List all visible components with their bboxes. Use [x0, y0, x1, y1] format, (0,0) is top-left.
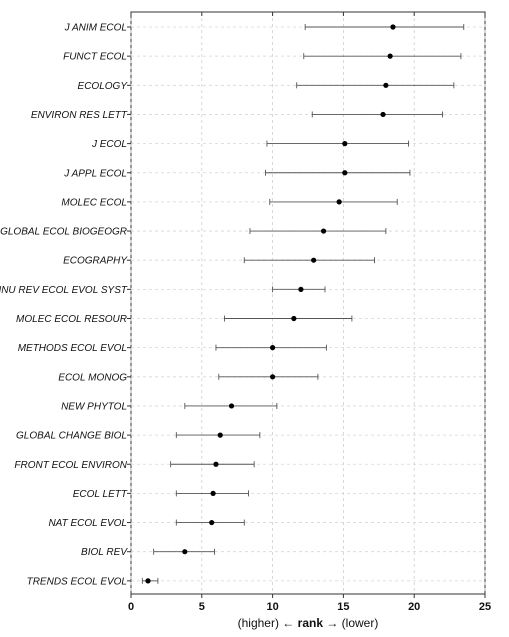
data-point [320, 228, 327, 234]
category-label: METHODS ECOL EVOL [18, 343, 127, 354]
data-point [336, 199, 342, 205]
data-point [217, 432, 223, 438]
data-point [145, 578, 151, 584]
category-label: ENVIRON RES LETT [31, 110, 128, 121]
data-point [342, 141, 348, 147]
category-label: J ECOL [91, 139, 127, 150]
x-tick-label: 25 [479, 601, 491, 613]
category-label: ECOL LETT [73, 489, 128, 500]
data-point [380, 111, 386, 118]
category-label: ECOGRAPHY [63, 256, 128, 267]
x-tick-label: 5 [199, 601, 205, 613]
category-label: GLOBAL ECOL BIOGEOGR [0, 227, 127, 238]
category-label: ECOLOGY [78, 81, 129, 92]
category-label: J APPL ECOL [63, 168, 127, 179]
data-point [311, 257, 317, 263]
data-point [210, 490, 216, 496]
category-label: NAT ECOL EVOL [48, 518, 127, 529]
data-point [213, 461, 219, 467]
category-label: MOLEC ECOL RESOUR [16, 314, 127, 325]
data-point [387, 53, 393, 59]
category-label: FRONT ECOL ENVIRON [14, 460, 127, 471]
x-axis-title: (higher) ← rank → (lower) [238, 616, 379, 630]
category-label: NEW PHYTOL [61, 401, 127, 412]
data-point [209, 519, 215, 526]
x-tick-label: 20 [408, 601, 420, 613]
marks [141, 24, 465, 584]
data-point [270, 345, 276, 351]
data-point [342, 170, 348, 176]
category-label: TRENDS ECOL EVOL [27, 576, 127, 587]
x-tick-label: 10 [266, 601, 278, 613]
data-point [383, 82, 389, 88]
category-label: J ANIM ECOL [64, 23, 127, 34]
category-label: GLOBAL CHANGE BIOL [16, 431, 127, 442]
x-axis-ticks: 0 5 10 15 20 25 [127, 12, 491, 613]
data-point [390, 24, 396, 30]
y-axis-labels: J ANIM ECOL FUNCT ECOL ECOLOGY ENVIRON RES … [0, 23, 128, 588]
data-point [298, 286, 304, 292]
x-tick-label: 15 [337, 601, 349, 613]
data-point [270, 374, 276, 380]
x-tick-label: 0 [128, 601, 134, 613]
category-label: MOLEC ECOL [61, 197, 127, 208]
data-point [291, 315, 297, 322]
category-label: FUNCT ECOL [63, 52, 127, 63]
category-label: ANNU REV ECOL EVOL SYST [0, 285, 128, 296]
plot-area [130, 11, 486, 595]
data-point [228, 403, 235, 409]
category-label: BIOL REV [81, 547, 128, 558]
category-label: ECOL MONOG [58, 372, 127, 383]
data-point [182, 549, 188, 555]
